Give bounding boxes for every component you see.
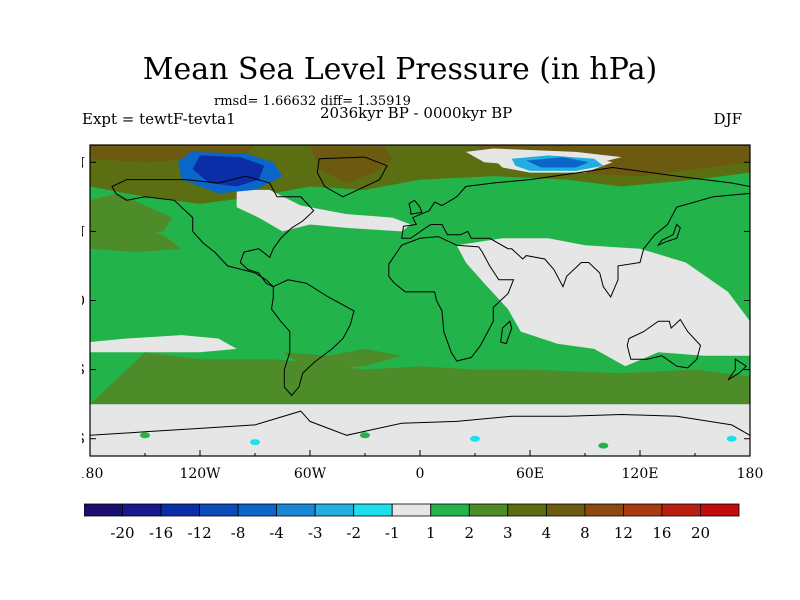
colorbar-label: -16 [149,524,173,542]
contour-fields [90,145,750,456]
colorbar-swatch [700,503,740,517]
antarctic-patch [360,432,370,439]
colorbar-swatch [237,503,278,517]
colorbar-swatch [122,503,162,517]
lat-label: 80S [82,432,85,448]
south-america-coast [270,279,355,397]
colorbar-label: 1 [426,524,436,542]
colorbar-label: 20 [691,524,710,542]
south-olive-band [90,352,750,405]
colorbar-swatch [584,503,624,517]
antarctic-patch [598,442,609,449]
antarctic-patch [250,439,260,446]
colorbar-label: 16 [652,524,671,542]
colorbar-swatch [507,503,547,517]
colorbar-swatch [468,503,509,517]
eurasia-coast [401,166,751,299]
colorbar-swatch [160,503,200,517]
lat-label: 80N [82,155,85,171]
southern-ocean-light [90,404,750,456]
pacific-olive-north [90,227,182,253]
colorbar-swatch [545,503,586,517]
canada-blue-dark [192,155,265,187]
greenland-coast [316,156,388,198]
north-pacific-olive [90,193,173,239]
uk-coast [408,199,423,215]
colorbar-label: -20 [110,524,134,542]
antarctica-coast [89,410,751,436]
colorbar-swatch [353,503,393,517]
colorbar-label: 8 [580,524,590,542]
north-america-coast [111,175,315,288]
colorbar: -20 -16 -12 -8 -4 -3 -2 -1 1 2 3 4 8 12 16 20 [84,503,740,542]
colorbar-label: -8 [231,524,246,542]
colorbar-swatch [661,503,701,517]
antarctic-patch [140,432,150,439]
colorbar-labels: -20 -16 -12 -8 -4 -3 -2 -1 1 2 3 4 8 12 16 20 [110,524,710,542]
season-label: DJF [713,110,742,128]
period-label: 2036kyr BP - 0000kyr BP [320,104,513,122]
lon-label: 60E [516,466,544,482]
antarctic-patch [470,435,480,442]
greenland-brown [310,145,393,183]
colorbar-swatch [84,503,123,517]
siberia-blue-mid [526,157,589,168]
colorbar-swatch [391,503,432,517]
map-title: Mean Sea Level Pressure (in hPa) [142,52,658,87]
colorbar-label: -4 [269,524,284,542]
lon-label: 0 [416,466,425,482]
colorbar-label: 3 [503,524,513,542]
australia-coast [626,318,702,369]
colorbar-swatch [623,503,663,517]
colorbar-label: -1 [385,524,400,542]
colorbar-swatch [199,503,239,517]
colorbar-label: 4 [542,524,552,542]
lon-label: 120W [179,466,221,482]
map-axes: 80N 40N 0 40S 80S 180 120W 60W 0 60E 120E 180 [82,144,764,482]
lat-label: 40N [82,224,85,240]
colorbar-label: -12 [188,524,212,542]
africa-coast [388,236,515,362]
north-atlantic-light [236,189,411,232]
arctic-brown-west [90,145,255,163]
madagascar-coast [500,320,513,345]
japan-coast [656,223,681,247]
colorbar-label: -3 [308,524,323,542]
lon-label: 120E [622,466,659,482]
colorbar-swatch [314,503,355,517]
stats-label: rmsd= 1.66632 diff= 1.35919 [214,94,411,109]
pressure-map: 80N 40N 0 40S 80S 180 120W 60W 0 60E 120E 180 [82,144,764,482]
indian-ocean-light [456,238,750,367]
lon-label: 60W [294,466,327,482]
lat-label: 0 [82,294,85,310]
colorbar-label: 2 [465,524,475,542]
lon-label: 180 [737,466,764,482]
colorbar-swatch [430,503,470,517]
colorbar-swatches [84,503,740,517]
experiment-label: Expt = tewtF-tevta1 [82,110,236,128]
antarctic-patch [726,435,737,442]
pacific-south-light [90,335,237,353]
new-zealand-coast [727,358,748,381]
colorbar-swatch [276,503,316,517]
lat-label: 40S [82,363,85,379]
coastlines [89,156,751,436]
lon-label: 180 [82,466,103,482]
colorbar-label: 12 [614,524,633,542]
colorbar-label: -2 [346,524,361,542]
